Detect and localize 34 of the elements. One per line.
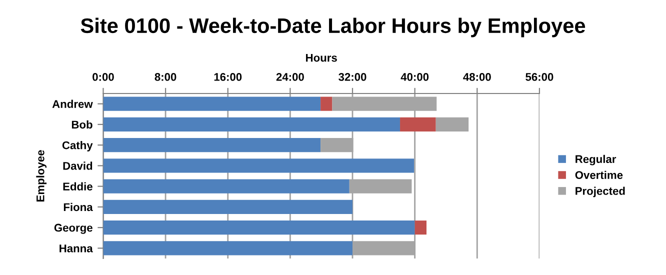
bar	[400, 117, 436, 132]
legend-label: Overtime	[575, 170, 623, 180]
bar	[414, 220, 427, 235]
x-tick-label: 56:00	[526, 73, 554, 81]
bar	[103, 200, 353, 214]
y-tick-label: Cathy	[62, 141, 93, 152]
y-tick-label: Hanna	[60, 244, 93, 252]
y-tick-label: Fiona	[64, 202, 93, 212]
y-tick-label: David	[63, 162, 92, 170]
bar	[103, 241, 353, 256]
bar	[103, 220, 415, 235]
y-axis-title: Employee	[36, 150, 47, 202]
bar	[103, 158, 414, 173]
y-tick-label: Eddie	[63, 182, 92, 190]
bar	[103, 117, 400, 132]
y-tick-label: George	[54, 224, 92, 234]
bar	[436, 117, 469, 132]
x-tick-label: 48:00	[463, 73, 491, 81]
x-tick-label: 0:00	[92, 73, 114, 81]
y-tick-label: Andrew	[52, 100, 93, 108]
x-tick-label: 8:00	[154, 73, 176, 81]
x-tick-label: 40:00	[400, 73, 429, 81]
bar	[320, 96, 332, 111]
legend-label: Regular	[576, 154, 616, 166]
x-tick-label: 24:00	[276, 73, 304, 81]
x-tick-label: 16:00	[214, 73, 242, 81]
bar	[103, 179, 350, 194]
chart-title: Site 0100 - Week-to-Date Labor Hours by Employee	[80, 18, 586, 38]
y-tick-label: Bob	[72, 120, 92, 129]
bar	[103, 138, 321, 152]
x-axis-title: Hours	[306, 54, 337, 62]
bar	[103, 96, 321, 111]
legend-label: Projected	[576, 186, 625, 198]
x-tick-label: 32:00	[338, 73, 366, 81]
